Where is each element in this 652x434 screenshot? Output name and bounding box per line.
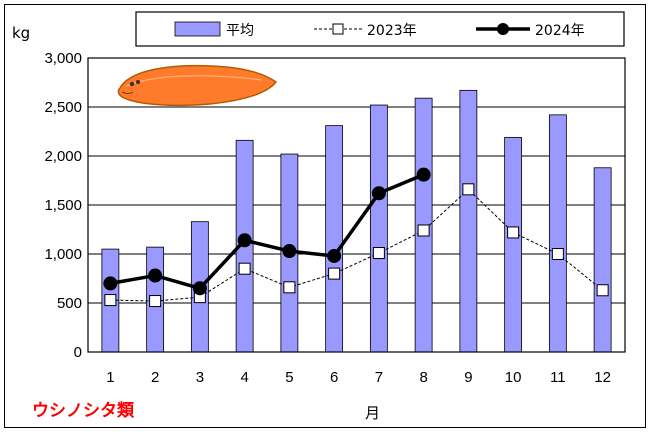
y-tick-0: 0 xyxy=(74,344,82,361)
line-series-2023 xyxy=(104,183,609,308)
line-2023-path xyxy=(110,188,603,302)
grid-lines xyxy=(88,106,625,304)
point-2024-1 xyxy=(103,276,118,291)
point-2024-3 xyxy=(192,281,207,296)
point-2023-12 xyxy=(596,284,609,297)
point-2023-6 xyxy=(328,267,341,280)
bar-9 xyxy=(459,89,478,353)
point-2023-11 xyxy=(551,248,564,260)
x-tick-11: 11 xyxy=(550,369,566,386)
x-tick-5: 5 xyxy=(285,369,293,386)
point-2024-4 xyxy=(237,233,252,248)
x-tick-7: 7 xyxy=(375,369,383,386)
x-tick-9: 9 xyxy=(464,369,472,386)
point-2024-8 xyxy=(416,167,431,182)
chart-frame xyxy=(4,4,646,428)
x-tick-2: 2 xyxy=(151,369,159,386)
x-tick-1: 1 xyxy=(106,369,114,386)
y-tick-1000: 1,000 xyxy=(44,246,82,263)
x-tick-12: 12 xyxy=(594,369,611,386)
y-tick-2000: 2,000 xyxy=(44,148,82,165)
y-axis-unit: kg xyxy=(12,24,30,42)
point-2023-10 xyxy=(507,226,520,239)
legend: 平均 2023年 2024年 xyxy=(135,11,625,47)
sole-fish-icon xyxy=(117,64,278,107)
point-2023-9 xyxy=(462,183,475,196)
point-2024-7 xyxy=(371,186,386,201)
bar-6 xyxy=(325,125,344,353)
x-tick-3: 3 xyxy=(196,369,204,386)
x-tick-8: 8 xyxy=(419,369,427,386)
legend-label-2024: 2024年 xyxy=(535,23,585,39)
legend-label-average: 平均 xyxy=(226,23,254,39)
line-2024-path xyxy=(110,173,425,291)
bar-7 xyxy=(369,104,388,353)
y-tick-500: 500 xyxy=(57,295,82,312)
point-2023-2 xyxy=(149,295,162,308)
point-2024-6 xyxy=(327,248,342,263)
bar-11 xyxy=(548,114,567,353)
plot-area-border xyxy=(87,57,626,353)
point-2024-5 xyxy=(282,244,297,259)
point-2023-4 xyxy=(238,262,251,275)
legend-label-2023: 2023年 xyxy=(367,23,417,39)
point-2023-1 xyxy=(104,294,117,307)
legend-swatch-average xyxy=(174,21,221,37)
point-2024-2 xyxy=(148,268,163,283)
point-2023-7 xyxy=(372,247,385,260)
legend-marker-2024 xyxy=(497,23,509,35)
y-tick-1500: 1,500 xyxy=(44,197,82,214)
plot-border xyxy=(87,57,626,353)
y-tick-labels: 0 500 1,000 1,500 2,000 2,500 3,000 xyxy=(44,50,82,361)
bar-12 xyxy=(593,167,612,353)
legend-marker-2023 xyxy=(332,23,344,35)
line-series-2024 xyxy=(103,167,431,296)
y-tick-3000: 3,000 xyxy=(44,50,82,67)
point-2023-5 xyxy=(283,281,296,294)
x-tick-labels: 1 2 3 4 5 6 7 8 9 10 11 12 xyxy=(106,369,611,386)
bar-10 xyxy=(504,136,523,353)
x-tick-4: 4 xyxy=(240,369,248,386)
x-tick-10: 10 xyxy=(505,369,522,386)
y-tick-2500: 2,500 xyxy=(44,99,82,116)
x-tick-6: 6 xyxy=(330,369,338,386)
bar-series-average xyxy=(101,89,612,353)
point-2023-8 xyxy=(417,224,430,237)
species-label: ウシノシタ類 xyxy=(32,401,135,421)
x-axis-title: 月 xyxy=(365,404,380,422)
